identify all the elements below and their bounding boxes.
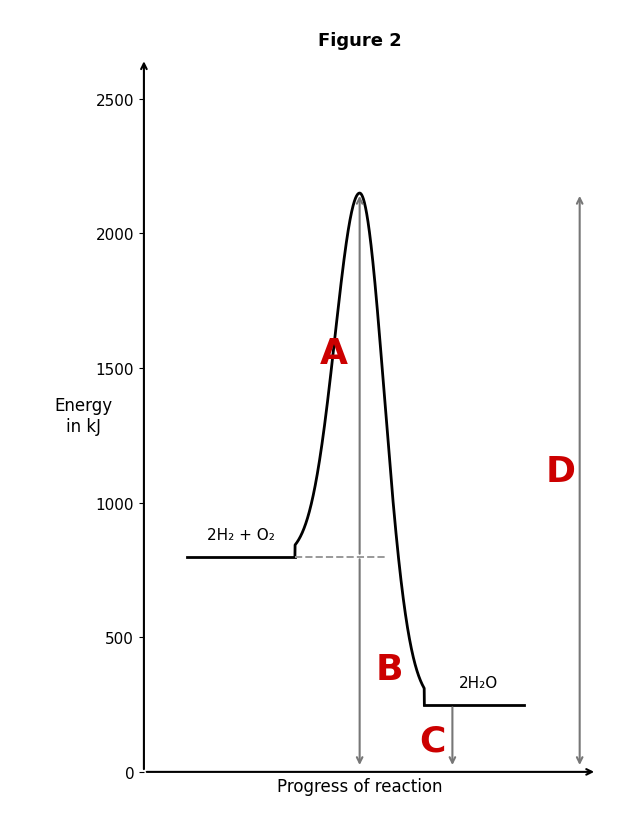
Text: A: A xyxy=(320,337,348,370)
X-axis label: Progress of reaction: Progress of reaction xyxy=(277,777,442,796)
Text: D: D xyxy=(545,454,575,488)
Y-axis label: Energy
in kJ: Energy in kJ xyxy=(54,396,113,435)
Text: C: C xyxy=(420,724,446,758)
Text: B: B xyxy=(376,652,404,686)
Text: 2H₂O: 2H₂O xyxy=(459,675,498,690)
Title: Figure 2: Figure 2 xyxy=(318,31,401,50)
Text: 2H₂ + O₂: 2H₂ + O₂ xyxy=(207,527,275,542)
